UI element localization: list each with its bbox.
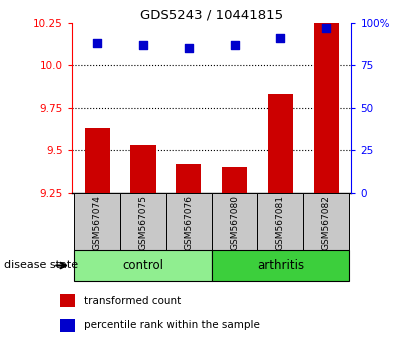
- Text: GSM567076: GSM567076: [184, 195, 193, 250]
- Bar: [212, 193, 257, 250]
- Bar: [257, 193, 303, 250]
- Bar: [85, 129, 110, 193]
- Bar: [74, 193, 120, 250]
- Bar: [314, 23, 339, 193]
- Text: arthritis: arthritis: [257, 259, 304, 272]
- Bar: [60, 294, 75, 307]
- Bar: [268, 95, 293, 193]
- Bar: [130, 145, 155, 193]
- Point: [94, 41, 100, 46]
- Bar: [212, 250, 349, 281]
- Text: GSM567074: GSM567074: [92, 195, 102, 250]
- Text: control: control: [122, 259, 164, 272]
- Point: [231, 42, 238, 48]
- Point: [140, 42, 146, 48]
- Text: disease state: disease state: [4, 261, 78, 270]
- Text: transformed count: transformed count: [84, 296, 182, 306]
- Bar: [222, 167, 247, 193]
- Bar: [176, 164, 201, 193]
- Text: percentile rank within the sample: percentile rank within the sample: [84, 320, 260, 330]
- Point: [323, 25, 330, 31]
- Text: GSM567082: GSM567082: [322, 195, 331, 250]
- Bar: [303, 193, 349, 250]
- Text: GSM567080: GSM567080: [230, 195, 239, 250]
- Bar: [74, 250, 212, 281]
- Point: [185, 46, 192, 51]
- Text: GSM567075: GSM567075: [139, 195, 148, 250]
- Title: GDS5243 / 10441815: GDS5243 / 10441815: [140, 9, 283, 22]
- Text: GSM567081: GSM567081: [276, 195, 285, 250]
- Point: [277, 35, 284, 41]
- Bar: [120, 193, 166, 250]
- Bar: [166, 193, 212, 250]
- Bar: [60, 319, 75, 332]
